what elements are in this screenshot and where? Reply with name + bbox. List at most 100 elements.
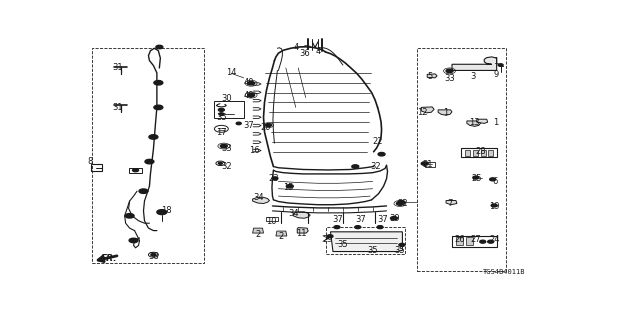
Text: 31: 31 bbox=[112, 103, 122, 112]
Circle shape bbox=[218, 108, 225, 111]
Text: 37: 37 bbox=[243, 121, 254, 130]
Text: 35: 35 bbox=[367, 246, 378, 255]
Circle shape bbox=[473, 176, 479, 179]
Polygon shape bbox=[297, 228, 308, 233]
Text: 6: 6 bbox=[492, 177, 497, 186]
Circle shape bbox=[286, 185, 293, 188]
Polygon shape bbox=[477, 119, 488, 124]
Text: 11: 11 bbox=[296, 228, 307, 237]
Text: 18: 18 bbox=[161, 206, 172, 215]
Text: 1: 1 bbox=[444, 108, 449, 117]
Text: TGS4B4011B: TGS4B4011B bbox=[483, 269, 525, 276]
Circle shape bbox=[248, 93, 255, 97]
Polygon shape bbox=[428, 74, 437, 78]
Circle shape bbox=[488, 240, 493, 243]
Circle shape bbox=[398, 201, 405, 204]
Text: 16: 16 bbox=[249, 146, 260, 155]
Circle shape bbox=[218, 162, 222, 164]
Circle shape bbox=[327, 235, 333, 238]
Text: 32: 32 bbox=[370, 162, 380, 171]
Text: 35: 35 bbox=[337, 240, 348, 249]
Polygon shape bbox=[276, 231, 287, 236]
Bar bbox=[456, 237, 463, 245]
Text: 1: 1 bbox=[493, 118, 499, 127]
Polygon shape bbox=[330, 232, 403, 252]
Circle shape bbox=[491, 204, 497, 207]
Text: 26: 26 bbox=[454, 235, 465, 244]
Text: 33: 33 bbox=[221, 144, 232, 153]
Circle shape bbox=[145, 159, 154, 164]
Polygon shape bbox=[438, 110, 452, 115]
Bar bbox=[417, 48, 506, 271]
Circle shape bbox=[272, 177, 278, 180]
Bar bbox=[266, 217, 278, 221]
Text: 4: 4 bbox=[293, 43, 298, 52]
Text: 8: 8 bbox=[87, 157, 93, 166]
Circle shape bbox=[490, 178, 495, 181]
Circle shape bbox=[154, 105, 163, 110]
Text: 9: 9 bbox=[493, 70, 499, 79]
Circle shape bbox=[219, 113, 224, 115]
Text: 13: 13 bbox=[469, 118, 479, 127]
Text: 40: 40 bbox=[243, 78, 254, 87]
Text: 30: 30 bbox=[221, 94, 232, 103]
Polygon shape bbox=[293, 212, 310, 218]
Text: 2: 2 bbox=[255, 230, 260, 239]
Text: 34: 34 bbox=[253, 193, 264, 202]
Text: 33: 33 bbox=[444, 74, 455, 83]
Circle shape bbox=[157, 210, 167, 215]
Text: 32: 32 bbox=[397, 199, 408, 208]
Circle shape bbox=[352, 165, 359, 168]
Text: 15: 15 bbox=[283, 183, 294, 192]
Circle shape bbox=[396, 202, 403, 205]
Text: 1: 1 bbox=[493, 57, 499, 66]
Text: 14: 14 bbox=[226, 68, 237, 77]
Text: 20: 20 bbox=[260, 123, 271, 132]
Circle shape bbox=[220, 144, 227, 148]
Text: 2: 2 bbox=[278, 232, 284, 241]
Text: 10: 10 bbox=[266, 218, 276, 227]
Bar bbox=[91, 164, 102, 172]
Text: 7: 7 bbox=[447, 199, 452, 208]
Text: 39: 39 bbox=[390, 214, 400, 223]
Circle shape bbox=[480, 240, 486, 243]
Text: 25: 25 bbox=[472, 174, 482, 183]
Text: 4: 4 bbox=[316, 47, 321, 56]
Polygon shape bbox=[253, 228, 264, 233]
Circle shape bbox=[129, 238, 138, 243]
Circle shape bbox=[399, 244, 405, 246]
Circle shape bbox=[151, 253, 156, 256]
Circle shape bbox=[498, 64, 503, 66]
Text: 22: 22 bbox=[372, 137, 383, 146]
Bar bbox=[425, 162, 435, 166]
Circle shape bbox=[421, 162, 428, 165]
Text: 17: 17 bbox=[216, 128, 227, 137]
Bar bbox=[466, 237, 473, 245]
Circle shape bbox=[236, 122, 241, 124]
Circle shape bbox=[334, 226, 340, 228]
Text: 12: 12 bbox=[417, 108, 428, 117]
Text: 36: 36 bbox=[300, 49, 310, 58]
Polygon shape bbox=[452, 57, 497, 70]
Circle shape bbox=[132, 169, 138, 172]
Text: 37: 37 bbox=[333, 215, 343, 224]
Text: 23: 23 bbox=[268, 174, 279, 183]
Text: 24: 24 bbox=[490, 235, 500, 244]
Text: 40: 40 bbox=[243, 91, 254, 100]
Bar bbox=[481, 150, 486, 156]
Polygon shape bbox=[467, 121, 481, 126]
Bar bbox=[488, 150, 493, 156]
Text: FR.: FR. bbox=[100, 254, 117, 263]
Text: 35: 35 bbox=[216, 113, 227, 122]
Text: 21: 21 bbox=[422, 160, 433, 169]
Bar bbox=[326, 227, 405, 254]
Text: 28: 28 bbox=[476, 147, 486, 156]
Bar bbox=[461, 148, 497, 157]
Circle shape bbox=[156, 45, 163, 49]
Text: 35: 35 bbox=[395, 246, 405, 255]
Circle shape bbox=[248, 82, 255, 85]
Circle shape bbox=[390, 217, 397, 220]
Text: 37: 37 bbox=[355, 215, 365, 224]
Circle shape bbox=[154, 81, 163, 85]
Circle shape bbox=[446, 69, 453, 73]
